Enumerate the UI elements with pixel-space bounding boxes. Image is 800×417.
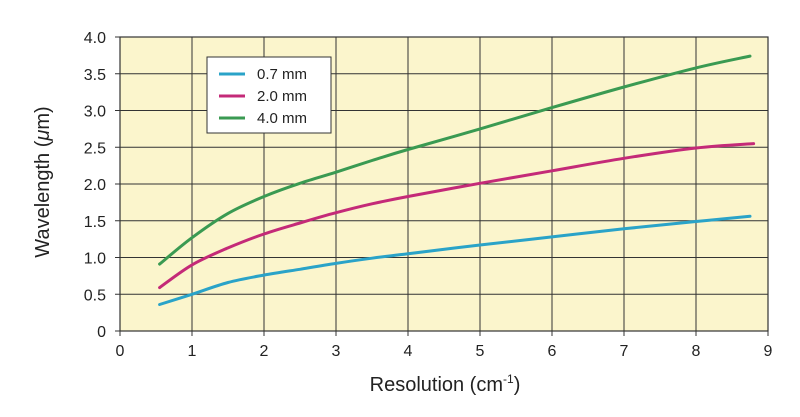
y-tick-label: 3.0 <box>84 104 106 121</box>
series-line-4-0-mm <box>158 54 752 266</box>
x-tick-label: 8 <box>692 343 701 360</box>
y-tick-label: 0.5 <box>84 287 106 304</box>
legend: 0.7 mm 2.0 mm 4.0 mm <box>206 56 332 134</box>
y-tick-labels: 0 0.5 1.0 1.5 2.0 2.5 3.0 3.5 4.0 <box>84 30 106 341</box>
y-tick-label: 3.5 <box>84 67 106 84</box>
x-tick-label: 7 <box>620 343 629 360</box>
x-tick-label: 0 <box>116 343 125 360</box>
x-axis-title: Resolution (cm-1) <box>370 372 521 396</box>
legend-label: 0.7 mm <box>257 66 307 83</box>
plot-frame <box>119 36 769 332</box>
y-tick-label: 4.0 <box>84 30 106 47</box>
y-tick-label: 1.0 <box>84 251 106 268</box>
series-line-0-7-mm <box>158 214 752 306</box>
y-tick-label: 0 <box>97 324 106 341</box>
series-line-2-0-mm <box>158 142 756 290</box>
x-tick-label: 2 <box>260 343 269 360</box>
y-tick-label: 1.5 <box>84 214 106 231</box>
x-tick-label: 5 <box>476 343 485 360</box>
legend-label: 2.0 mm <box>257 88 307 105</box>
y-tick-label: 2.5 <box>84 140 106 157</box>
x-tick-label: 1 <box>188 343 197 360</box>
x-tick-label: 6 <box>548 343 557 360</box>
legend-label: 4.0 mm <box>257 110 307 127</box>
x-tick-labels: 0 1 2 3 4 5 6 7 8 9 <box>116 343 773 360</box>
series-layer <box>158 54 756 306</box>
y-tick-label: 2.0 <box>84 177 106 194</box>
x-tick-label: 3 <box>332 343 341 360</box>
y-axis-title: Wavelength (μm) <box>32 106 54 257</box>
x-tick-label: 4 <box>404 343 413 360</box>
x-tick-label: 9 <box>764 343 773 360</box>
